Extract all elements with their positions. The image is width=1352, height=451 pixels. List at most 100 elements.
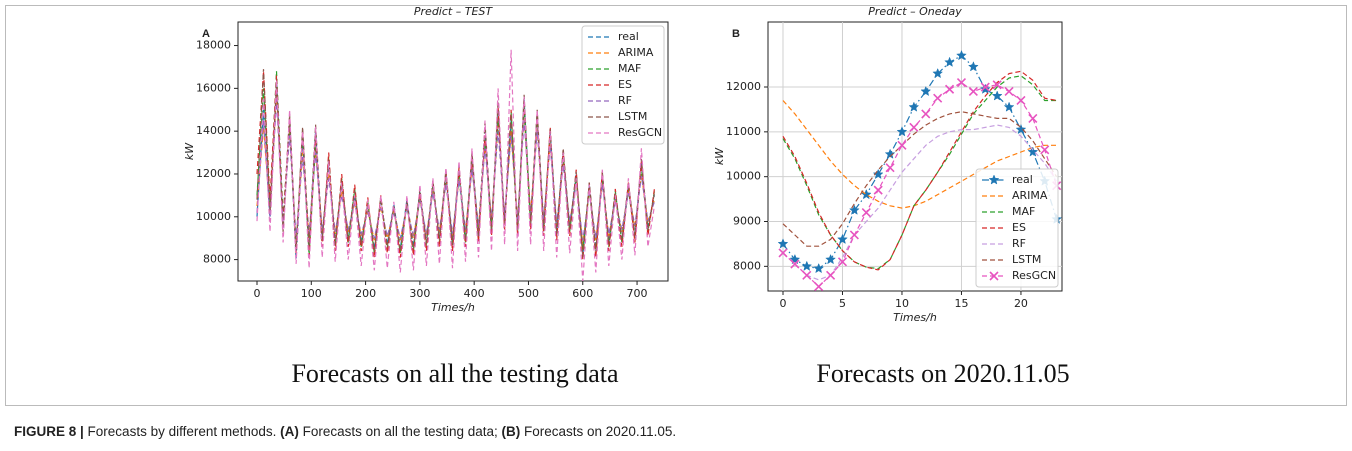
series-line xyxy=(782,100,1057,209)
series-line xyxy=(256,49,655,282)
marker xyxy=(908,101,920,112)
y-tick-label: 16000 xyxy=(196,81,231,94)
y-tick-label: 8000 xyxy=(203,253,231,266)
x-tick-label: 15 xyxy=(954,297,968,310)
marker xyxy=(825,253,836,265)
y-tick-label: 9000 xyxy=(733,215,761,228)
chart-title: Predict – TEST xyxy=(414,5,493,18)
marker xyxy=(933,93,943,103)
marker xyxy=(968,86,978,97)
caption-segment: Forecasts by different methods. xyxy=(84,424,280,439)
legend-label: real xyxy=(1012,173,1033,186)
marker xyxy=(992,80,1002,90)
x-tick-label: 600 xyxy=(572,287,593,300)
x-tick-label: 20 xyxy=(1014,297,1028,310)
panel-label: B xyxy=(732,28,740,40)
marker xyxy=(778,248,788,258)
marker xyxy=(849,230,859,240)
x-axis-label: Times/h xyxy=(431,301,475,314)
y-axis-label: kW xyxy=(713,147,726,165)
x-axis-label: Times/h xyxy=(893,311,937,324)
caption-segment: (B) xyxy=(502,424,521,439)
x-tick-label: 10 xyxy=(895,297,909,310)
marker xyxy=(944,56,955,67)
x-tick-label: 0 xyxy=(254,287,261,300)
x-tick-label: 0 xyxy=(779,297,786,310)
marker xyxy=(1015,123,1027,135)
marker xyxy=(837,257,848,267)
caption-segment: FIGURE 8 | xyxy=(14,424,84,439)
marker xyxy=(1028,113,1038,123)
marker xyxy=(848,204,860,215)
legend-label: ResGCN xyxy=(618,126,662,139)
marker xyxy=(801,260,813,271)
legend-label: ARIMA xyxy=(618,46,654,59)
y-tick-label: 8000 xyxy=(733,259,761,272)
marker xyxy=(814,281,824,292)
x-tick-label: 100 xyxy=(301,287,322,300)
caption-segment: (A) xyxy=(280,424,299,439)
marker xyxy=(873,185,883,195)
series-line xyxy=(782,111,1058,247)
legend-label: ES xyxy=(618,78,632,91)
legend-label: RF xyxy=(1012,237,1026,250)
marker xyxy=(1027,146,1039,157)
marker xyxy=(777,238,789,249)
legend-label: RF xyxy=(618,94,632,107)
series-line xyxy=(782,124,1058,281)
marker xyxy=(790,259,800,269)
figure-border xyxy=(5,5,1347,406)
legend-label: MAF xyxy=(1012,205,1035,218)
marker xyxy=(920,85,932,97)
marker xyxy=(932,67,944,79)
legend-label: ARIMA xyxy=(1012,189,1048,202)
y-axis-label: kW xyxy=(183,142,196,160)
marker xyxy=(991,90,1003,101)
legend-label: real xyxy=(618,30,639,43)
marker xyxy=(956,77,967,88)
y-tick-label: 10000 xyxy=(196,210,231,223)
legend-label: ResGCN xyxy=(1012,269,1056,282)
marker xyxy=(861,207,871,218)
marker xyxy=(956,49,967,61)
legend-box xyxy=(975,168,1059,288)
marker xyxy=(896,126,908,137)
x-tick-label: 5 xyxy=(839,297,846,310)
marker xyxy=(1003,101,1015,112)
caption-segment: Forecasts on 2020.11.05. xyxy=(520,424,676,439)
panel-label: A xyxy=(202,28,210,40)
legend-marker xyxy=(989,271,999,281)
marker xyxy=(826,270,836,280)
y-tick-label: 12000 xyxy=(726,80,761,93)
chart-title: Predict – Oneday xyxy=(868,5,962,18)
series-line xyxy=(782,81,1058,288)
x-tick-label: 500 xyxy=(518,287,539,300)
marker xyxy=(802,270,812,280)
marker xyxy=(1004,86,1014,97)
y-tick-label: 14000 xyxy=(196,124,231,137)
marker xyxy=(967,61,979,72)
y-tick-label: 12000 xyxy=(196,167,231,180)
marker xyxy=(944,84,955,94)
caption-segment: Forecasts on all the testing data; xyxy=(299,424,502,439)
marker xyxy=(980,82,990,92)
legend-label: LSTM xyxy=(618,110,647,123)
subcaption: Forecasts on 2020.11.05 xyxy=(816,359,1069,388)
marker xyxy=(1040,145,1050,155)
legend-label: ES xyxy=(1012,221,1026,234)
y-tick-label: 18000 xyxy=(196,39,231,52)
x-tick-label: 400 xyxy=(464,287,485,300)
legend-box xyxy=(581,25,665,145)
marker xyxy=(837,233,848,245)
marker xyxy=(1016,95,1026,106)
x-tick-label: 300 xyxy=(409,287,430,300)
subcaption: Forecasts on all the testing data xyxy=(291,359,619,388)
series-line xyxy=(782,54,1058,270)
legend-marker xyxy=(988,174,1000,185)
y-tick-label: 10000 xyxy=(726,170,761,183)
series-line xyxy=(782,70,1057,271)
marker xyxy=(909,122,919,132)
legend-label: MAF xyxy=(618,62,641,75)
caption: FIGURE 8 | Forecasts by different method… xyxy=(14,424,676,439)
